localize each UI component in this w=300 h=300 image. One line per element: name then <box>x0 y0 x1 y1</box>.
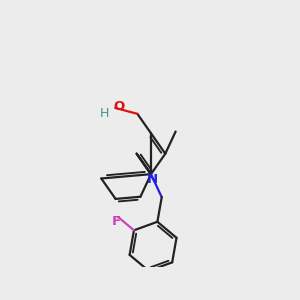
Text: N: N <box>147 173 158 186</box>
Text: O: O <box>113 100 124 113</box>
Text: H: H <box>100 106 109 120</box>
Text: F: F <box>112 215 121 228</box>
